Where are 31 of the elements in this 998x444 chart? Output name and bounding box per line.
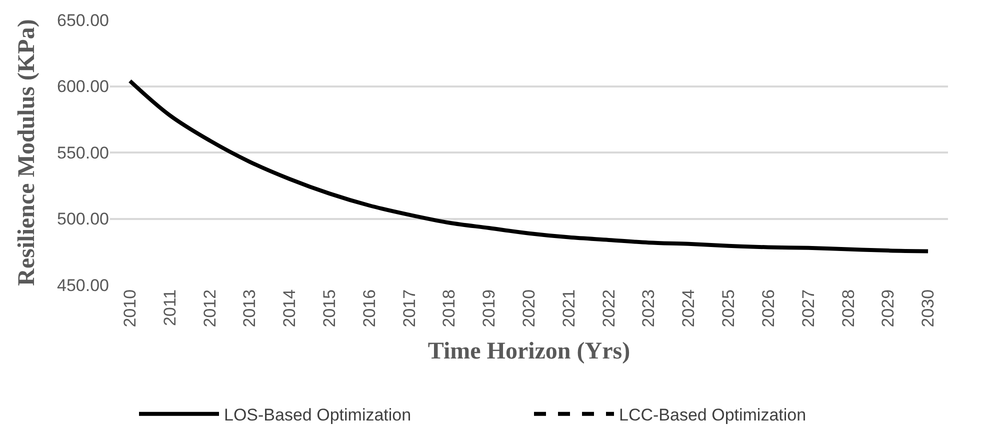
x-tick-label: 2026 — [758, 289, 778, 328]
x-tick-label: 2018 — [440, 289, 459, 328]
x-tick-label: 2027 — [798, 289, 818, 328]
legend-label: LOS-Based Optimization — [224, 405, 412, 424]
y-tick-label: 450.00 — [57, 276, 109, 295]
y-tick-label: 550.00 — [57, 143, 109, 162]
legend-label: LCC-Based Optimization — [619, 405, 806, 424]
x-tick-label: 2021 — [559, 289, 578, 328]
x-tick-label: 2011 — [160, 289, 180, 326]
x-tick-label: 2028 — [838, 289, 858, 328]
x-tick-label: 2022 — [599, 289, 618, 328]
x-tick-label: 2019 — [480, 289, 499, 328]
x-tick-label: 2010 — [120, 289, 140, 328]
y-axis-title: Resilience Modulus (KPa) — [14, 19, 40, 286]
x-tick-label: 2012 — [200, 289, 220, 328]
y-tick-label: 650.00 — [57, 10, 109, 30]
x-tick-label: 2024 — [679, 289, 698, 328]
x-tick-label: 2025 — [719, 289, 738, 328]
x-tick-label: 2029 — [878, 289, 898, 328]
x-tick-label: 2017 — [400, 289, 419, 328]
x-tick-label: 2013 — [240, 289, 260, 328]
y-tick-label: 600.00 — [57, 77, 109, 96]
x-tick-label: 2014 — [280, 289, 300, 328]
line-series — [128, 78, 930, 254]
x-tick-label: 2015 — [320, 289, 340, 328]
y-tick-label: 500.00 — [57, 210, 109, 229]
x-tick-label: 2023 — [639, 289, 658, 328]
x-axis-title: Time Horizon (Yrs) — [428, 338, 630, 365]
x-tick-label: 2020 — [520, 289, 539, 328]
x-tick-label: 2016 — [360, 289, 379, 328]
x-tick-label: 2030 — [918, 289, 938, 328]
